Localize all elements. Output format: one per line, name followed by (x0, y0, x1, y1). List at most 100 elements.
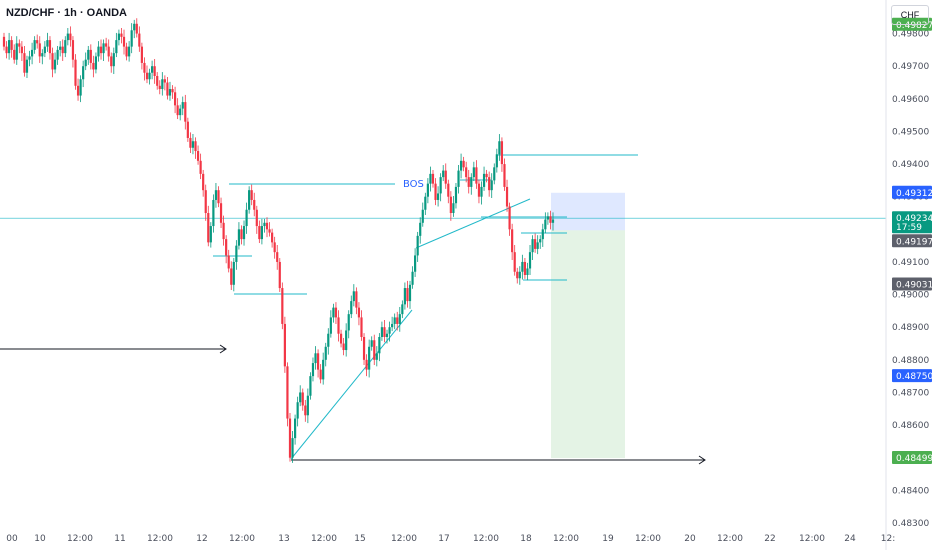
candle-body (2, 36, 6, 47)
candle-body (322, 359, 325, 380)
candle-body (184, 102, 187, 122)
candle-body (454, 186, 458, 204)
candle-body (189, 137, 192, 148)
candle-body (84, 59, 87, 67)
candle-body (352, 291, 355, 302)
x-tick-label: 10 (34, 534, 46, 544)
candle-body (316, 353, 320, 370)
candle-body (544, 219, 547, 230)
candle-body (457, 170, 460, 187)
candle-body (20, 46, 23, 54)
candle-body (511, 229, 514, 253)
candle-body (370, 340, 373, 347)
candle-body (107, 46, 110, 57)
candle-body (383, 327, 386, 337)
y-tick-label: 0.49400 (892, 160, 929, 170)
candle-body (403, 288, 406, 305)
candle-body (240, 229, 243, 240)
candle-body (531, 239, 534, 253)
candle-body (368, 346, 371, 370)
candle-body (66, 33, 69, 41)
candle-body (82, 66, 85, 80)
candle-body (271, 232, 274, 243)
stop-zone[interactable] (551, 192, 625, 231)
candle-body (278, 261, 281, 289)
candle-body (288, 418, 292, 458)
trendline[interactable] (290, 309, 413, 460)
time-axis: 00 10 12:00 11 12:00 12 12:00 13 12:00 15 12:00 17 1… (6, 534, 895, 544)
candle-body (92, 62, 95, 70)
x-tick-label: 11 (114, 534, 125, 544)
candle-body (156, 75, 159, 86)
candle-body (431, 173, 435, 184)
x-tick-label: 24 (844, 534, 856, 544)
x-tick-label: 12:00 (147, 534, 173, 544)
candle-body (204, 190, 207, 214)
candle-body (311, 363, 315, 377)
candle-body (112, 53, 115, 67)
candle-body (467, 177, 470, 187)
candle-body (398, 314, 401, 324)
candle-body (232, 261, 235, 285)
candle-body (166, 82, 169, 96)
candle-body (122, 36, 126, 47)
x-tick-label: 00 (6, 534, 18, 544)
candle-body (214, 190, 218, 200)
candle-body (248, 190, 251, 210)
candle-body (429, 173, 432, 184)
candle-body (495, 154, 498, 168)
candle-body (419, 222, 422, 236)
price-axis: 0.49800 0.49700 0.49600 0.49500 0.49400 0.493… (885, 0, 932, 550)
currency-button[interactable]: CHF (891, 5, 929, 25)
price-label: 0.49031 (896, 280, 932, 290)
candle-body (99, 46, 103, 54)
x-tick-label: 22 (764, 534, 775, 544)
x-tick-label: 20 (684, 534, 696, 544)
candle-body (513, 252, 516, 272)
candle-body (13, 49, 16, 60)
y-tick-label: 0.48400 (892, 486, 929, 496)
candle-body (237, 229, 241, 246)
candle-body (375, 353, 378, 360)
current-price-label: 0.49234 (896, 214, 932, 224)
candle-body (477, 183, 481, 197)
y-tick-label: 0.49600 (892, 95, 929, 105)
candle-body (18, 43, 21, 47)
candle-body (319, 369, 322, 380)
candle-body (447, 183, 450, 197)
candle-body (314, 353, 317, 364)
x-tick-label: 12:00 (553, 534, 579, 544)
candle-body (186, 121, 189, 138)
y-tick-label: 0.49500 (892, 127, 929, 137)
candle-body (102, 43, 105, 54)
candle-body (36, 40, 39, 44)
candle-body (89, 49, 92, 63)
candle-body (276, 252, 279, 262)
x-tick-label: 15 (354, 534, 365, 544)
candle-body (421, 209, 424, 223)
candle-body (153, 66, 156, 76)
candle-body (5, 46, 8, 54)
candle-body (71, 40, 75, 60)
y-tick-label: 0.48300 (892, 519, 929, 529)
x-tick-label: 12:00 (635, 534, 661, 544)
candle-body (225, 239, 228, 256)
target-zone[interactable] (551, 230, 625, 459)
candle-body (97, 46, 100, 57)
candle-body (230, 268, 233, 285)
candle-body (526, 268, 529, 275)
candle-body (30, 49, 34, 57)
candle-body (523, 261, 527, 275)
y-tick-label: 0.48900 (892, 323, 929, 333)
candle-body (424, 196, 427, 210)
y-tick-label: 0.48800 (892, 356, 929, 366)
candle-body (173, 92, 177, 106)
candle-body (79, 79, 82, 96)
candle-body (459, 160, 463, 171)
candle-body (125, 46, 128, 57)
candle-body (490, 180, 493, 191)
candle-body (235, 245, 238, 262)
candle-body (48, 40, 52, 54)
trendline[interactable] (415, 198, 531, 249)
